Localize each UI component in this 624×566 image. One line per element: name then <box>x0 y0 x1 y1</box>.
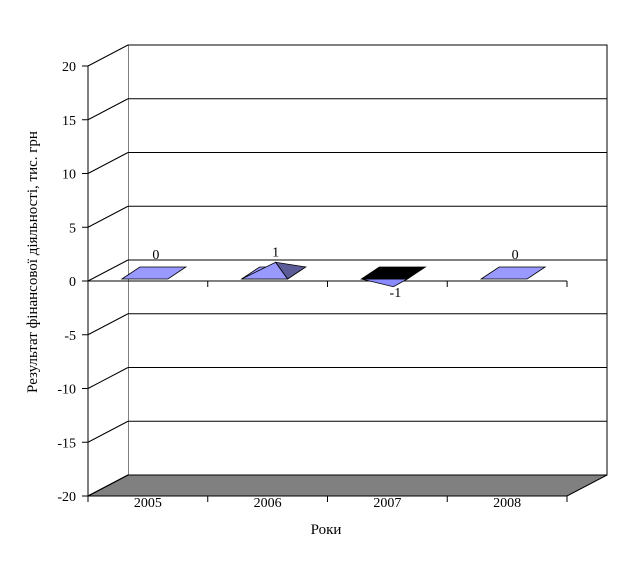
data-label: 1 <box>272 245 279 260</box>
side-gridline <box>87 44 129 67</box>
axes <box>82 65 568 502</box>
side-gridline <box>87 152 129 174</box>
y-axis-title: Результат фінансової діяльності, тис. гр… <box>25 131 41 393</box>
floor <box>87 474 608 497</box>
data-label: -1 <box>390 286 402 301</box>
side-gridline <box>87 313 129 336</box>
y-tick-label: -10 <box>57 383 76 398</box>
pyramid-mark <box>240 261 307 280</box>
pyramid-mark <box>120 266 188 280</box>
y-tick-label: 20 <box>62 60 76 75</box>
y-tick-labels: 20 15 10 5 0 -5 -10 -15 -20 <box>57 60 76 505</box>
y-tick-label: 10 <box>62 168 76 183</box>
x-tick-label: 2005 <box>134 496 162 511</box>
data-label: 0 <box>512 248 519 263</box>
side-gridline <box>87 474 129 497</box>
data-marks <box>120 261 547 288</box>
y-tick-label: -20 <box>57 490 76 505</box>
pyramid-mark <box>360 266 427 288</box>
data-label: 0 <box>152 248 159 263</box>
pyramid-mark <box>479 266 547 280</box>
x-axis-title: Роки <box>311 522 342 538</box>
side-gridline <box>87 98 129 121</box>
y-tick-label: 5 <box>69 221 76 236</box>
x-tick-label: 2008 <box>493 496 521 511</box>
side-gridline <box>87 420 129 443</box>
gridlines <box>87 44 607 497</box>
y-tick-label: 15 <box>62 114 76 129</box>
x-tick-labels: 2005 2006 2007 2008 <box>134 496 521 511</box>
side-gridline <box>87 259 129 282</box>
pyramid-base <box>120 266 188 280</box>
x-tick-label: 2006 <box>254 496 282 511</box>
data-labels: 0 1 -1 0 <box>152 245 518 301</box>
side-gridline <box>87 205 129 228</box>
pyramid-base <box>479 266 547 280</box>
x-tick-label: 2007 <box>373 496 401 511</box>
pyramid-base <box>360 266 427 280</box>
y-tick-label: -15 <box>57 436 76 451</box>
y-tick-label: -5 <box>64 329 76 344</box>
pyramid-side-face <box>274 261 307 280</box>
side-gridline <box>87 367 129 389</box>
y-tick-label: 0 <box>69 275 76 290</box>
